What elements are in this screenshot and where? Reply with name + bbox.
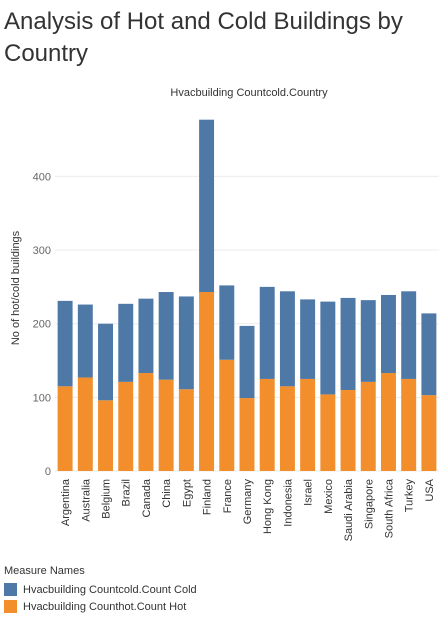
bar-hot-argentina[interactable] [57, 386, 73, 471]
x-tick-label: Finland [202, 479, 214, 515]
x-tick-label: Indonesia [282, 478, 294, 527]
bar-hot-brazil[interactable] [118, 381, 134, 471]
x-tick-label: Hong Kong [262, 479, 274, 534]
x-tick-label: Belgium [101, 479, 113, 519]
x-tick-label: USA [424, 478, 436, 501]
bar-cold-argentina[interactable] [57, 300, 73, 387]
x-tick-label: Argentina [60, 478, 72, 526]
bar-cold-hong-kong[interactable] [259, 286, 275, 379]
legend-label-cold: Hvacbuilding Countcold.Count Cold [23, 583, 197, 596]
y-axis-label: No of hot/cold buildings [10, 230, 22, 345]
x-tick-label: Turkey [404, 479, 416, 513]
x-tick-label: China [161, 478, 173, 508]
legend-swatch-cold [4, 583, 17, 596]
bar-cold-australia[interactable] [77, 304, 93, 378]
bar-hot-hong-kong[interactable] [259, 378, 275, 471]
bar-cold-canada[interactable] [138, 298, 154, 374]
bar-cold-turkey[interactable] [401, 291, 417, 379]
bar-cold-france[interactable] [219, 285, 235, 360]
x-tick-label: Mexico [323, 479, 335, 514]
y-tick-label: 200 [33, 319, 51, 331]
legend-item-hot[interactable]: Hvacbuilding Counthot.Count Hot [4, 600, 434, 613]
bar-hot-france[interactable] [219, 359, 235, 471]
stacked-bar-chart: Hvacbuilding Countcold.Country No of hot… [10, 87, 439, 541]
bar-hot-finland[interactable] [199, 292, 215, 471]
bar-cold-south-africa[interactable] [380, 294, 396, 374]
bar-hot-saudi-arabia[interactable] [340, 389, 356, 471]
bar-cold-saudi-arabia[interactable] [340, 297, 356, 390]
legend-label-hot: Hvacbuilding Counthot.Count Hot [23, 600, 187, 613]
bar-hot-egypt[interactable] [178, 389, 194, 471]
bar-hot-indonesia[interactable] [279, 386, 295, 471]
x-tick-label: Canada [141, 478, 153, 517]
legend-title: Measure Names [4, 565, 85, 577]
bar-cold-finland[interactable] [199, 119, 215, 293]
y-tick-label: 0 [45, 466, 51, 478]
legend: Measure Names Hvacbuilding Countcold.Cou… [4, 565, 434, 617]
legend-swatch-hot [4, 600, 17, 613]
x-tick-label: South Africa [383, 478, 395, 538]
bar-cold-belgium[interactable] [98, 323, 114, 401]
bar-hot-turkey[interactable] [401, 378, 417, 471]
bar-hot-australia[interactable] [77, 377, 93, 471]
x-tick-label: Germany [242, 479, 254, 525]
bar-hot-belgium[interactable] [98, 400, 114, 471]
bar-cold-germany[interactable] [239, 325, 255, 399]
chart-title: Hvacbuilding Countcold.Country [170, 87, 328, 99]
legend-item-cold[interactable]: Hvacbuilding Countcold.Count Cold [4, 583, 434, 596]
bar-hot-usa[interactable] [421, 395, 437, 471]
bar-cold-usa[interactable] [421, 313, 437, 396]
bar-hot-germany[interactable] [239, 398, 255, 471]
bar-hot-china[interactable] [158, 379, 174, 471]
bar-hot-singapore[interactable] [360, 381, 376, 471]
bar-cold-israel[interactable] [300, 299, 316, 379]
bar-hot-south-africa[interactable] [380, 373, 396, 471]
bar-hot-israel[interactable] [300, 378, 316, 471]
x-tick-label: Brazil [121, 479, 133, 507]
y-tick-label: 300 [33, 245, 51, 257]
bar-cold-indonesia[interactable] [279, 291, 295, 387]
y-tick-label: 100 [33, 392, 51, 404]
x-tick-labels: Argentina Australia Belgium Brazil Canada Chi… [60, 478, 436, 541]
page-title: Analysis of Hot and Cold Buildings by Co… [4, 8, 403, 67]
x-tick-label: Saudi Arabia [343, 478, 355, 541]
bar-cold-china[interactable] [158, 292, 174, 380]
bars [57, 119, 437, 471]
y-tick-label: 400 [33, 171, 51, 183]
bar-cold-brazil[interactable] [118, 303, 134, 382]
x-tick-label: Australia [80, 478, 92, 522]
x-tick-label: Egypt [181, 479, 193, 507]
x-tick-label: Israel [303, 479, 315, 506]
x-tick-label: France [222, 479, 234, 513]
y-tick-labels: 0 100 200 300 400 [33, 171, 51, 478]
x-tick-label: Singapore [363, 479, 375, 529]
bar-cold-singapore[interactable] [360, 300, 376, 382]
bar-cold-egypt[interactable] [178, 296, 194, 390]
bar-hot-mexico[interactable] [320, 394, 336, 471]
bar-hot-canada[interactable] [138, 373, 154, 471]
bar-cold-mexico[interactable] [320, 301, 336, 395]
